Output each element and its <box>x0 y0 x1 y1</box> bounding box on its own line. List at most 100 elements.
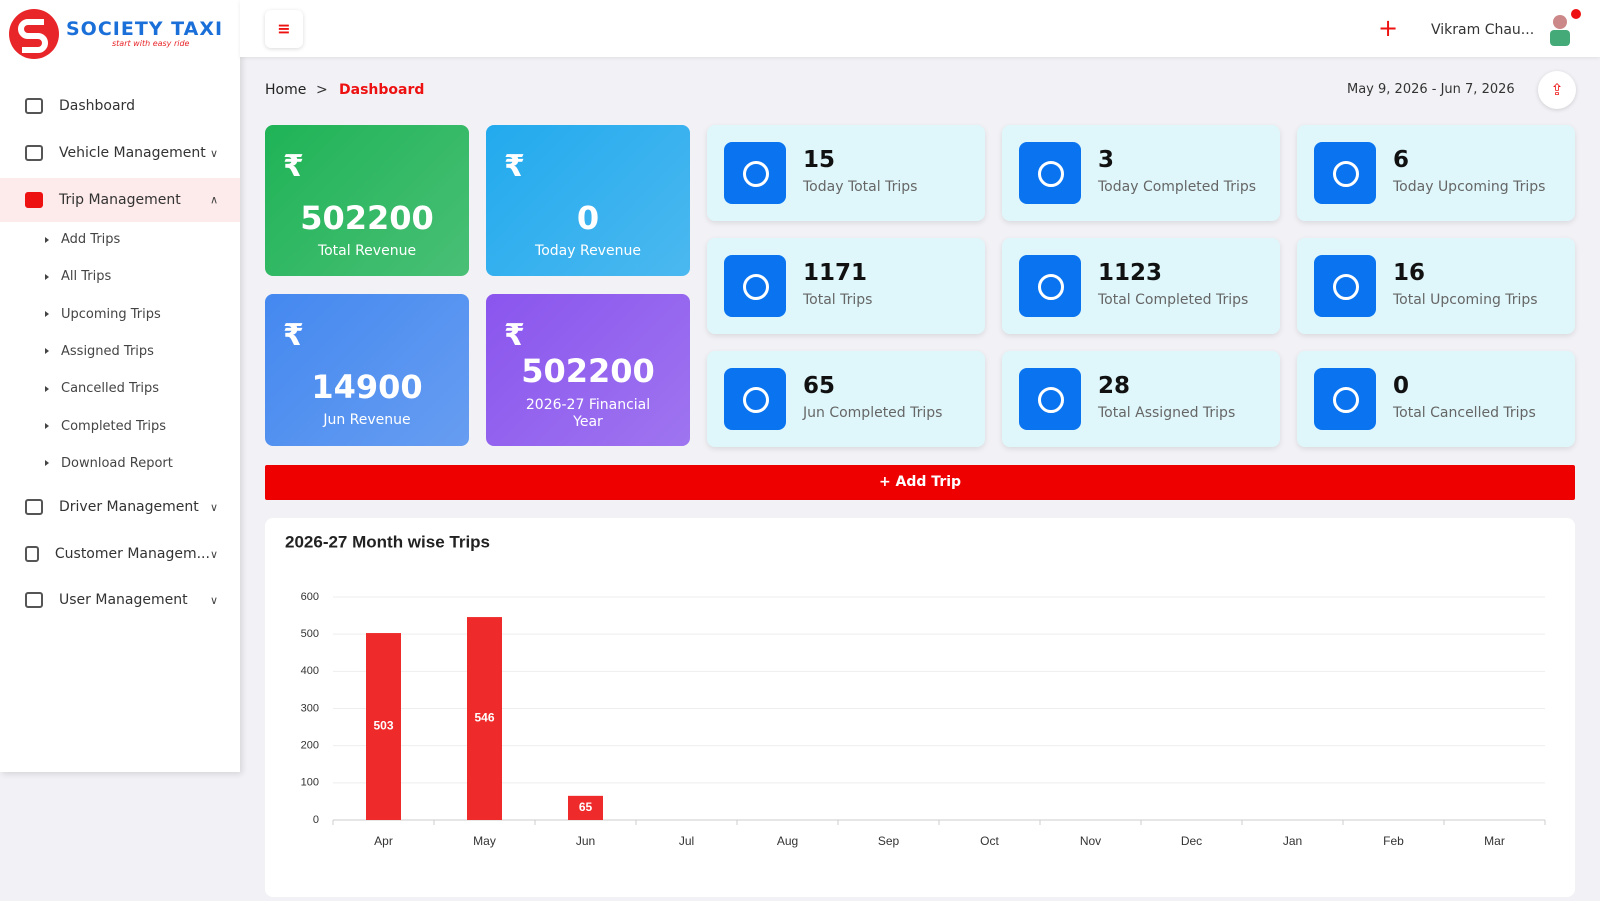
data-label: 65 <box>579 800 593 814</box>
currency-symbol: ₹ <box>504 149 525 184</box>
stat-card: 3 Today Completed Trips <box>1002 125 1280 221</box>
stat-label: Total Completed Trips <box>1098 292 1249 308</box>
stat-icon <box>724 368 786 430</box>
chart: 2026-27 Month wise Trips 0 100 200 300 400 50… <box>285 532 1546 848</box>
user-name[interactable]: Vikram Chau... <box>1431 22 1535 38</box>
stat-value: 6 <box>1393 147 1410 173</box>
subnav-item[interactable]: Download Report <box>45 456 173 471</box>
stat-label: Total Assigned Trips <box>1098 405 1236 421</box>
chart-panel: 2026-27 Month wise Trips 0 100 200 300 400 50… <box>265 518 1575 897</box>
stat-value: 16 <box>1393 260 1426 286</box>
data-label: 503 <box>373 719 393 733</box>
stat-value: 28 <box>1098 373 1131 399</box>
stat-card: 0 Total Cancelled Trips <box>1297 351 1575 447</box>
avatar[interactable] <box>1540 8 1582 50</box>
stat-label: Total Upcoming Trips <box>1393 292 1538 308</box>
currency-symbol: ₹ <box>283 149 304 184</box>
nav-icon <box>25 592 43 608</box>
stat-icon <box>1314 368 1376 430</box>
y-tick-label: 100 <box>301 777 319 789</box>
y-tick-label: 500 <box>301 628 319 640</box>
stat-card: 65 Jun Completed Trips <box>707 351 985 447</box>
x-tick-label: Sep <box>878 834 900 848</box>
nav-label: Trip Management <box>59 192 181 208</box>
stat-icon <box>1314 142 1376 204</box>
subnav-item[interactable]: All Trips <box>45 269 111 284</box>
x-tick-label: Jun <box>576 834 595 848</box>
x-tick-label: Mar <box>1484 834 1505 848</box>
nav-icon <box>25 145 43 161</box>
brand-tagline: start with easy ride <box>112 39 190 48</box>
y-tick-label: 200 <box>301 740 319 752</box>
y-tick-label: 400 <box>301 665 319 677</box>
nav-label: Dashboard <box>59 98 135 114</box>
nav-chevron: ∨ <box>209 500 218 514</box>
x-tick-label: Feb <box>1383 834 1404 848</box>
stat-card: 1123 Total Completed Trips <box>1002 238 1280 334</box>
y-tick-label: 600 <box>301 591 319 603</box>
nav-item[interactable]: Driver Management ∨ <box>0 485 240 529</box>
stat-value: 15 <box>803 147 836 173</box>
nav-icon <box>25 499 43 515</box>
stat-label: Today Completed Trips <box>1098 179 1257 195</box>
add-trip-button[interactable]: + Add Trip <box>265 465 1575 500</box>
x-tick-label: Oct <box>980 834 999 848</box>
stat-icon <box>1019 368 1081 430</box>
nav-item[interactable]: Vehicle Management ∨ <box>0 131 240 175</box>
nav-icon <box>25 192 43 208</box>
currency-symbol: ₹ <box>504 318 525 353</box>
stat-icon <box>724 142 786 204</box>
breadcrumb-home[interactable]: Home <box>265 82 307 98</box>
revenue-card: ₹14900 Jun Revenue <box>265 294 469 446</box>
x-tick-label: Nov <box>1080 834 1101 848</box>
nav-item[interactable]: Customer Managem... ∨ <box>0 532 240 576</box>
nav-item[interactable]: User Management ∨ <box>0 578 240 622</box>
bar <box>467 617 502 820</box>
date-range[interactable]: May 9, 2026 - Jun 7, 2026 <box>1347 82 1515 97</box>
subnav-item[interactable]: Upcoming Trips <box>45 307 161 322</box>
nav-label: Vehicle Management <box>59 145 206 161</box>
x-tick-label: Apr <box>374 834 393 848</box>
revenue-label: Total Revenue <box>317 243 417 259</box>
nav-chevron: ∨ <box>209 547 218 561</box>
subnav-item[interactable]: Assigned Trips <box>45 344 154 359</box>
stat-icon <box>1314 255 1376 317</box>
nav-item[interactable]: Dashboard <box>0 84 240 128</box>
stat-value: 1171 <box>803 260 868 286</box>
revenue-value: 502200 <box>521 352 655 390</box>
breadcrumb-separator: > <box>316 82 328 98</box>
nav-item[interactable]: Trip Management ∨ <box>0 178 240 222</box>
revenue-value: 502200 <box>300 199 434 237</box>
stat-icon <box>724 255 786 317</box>
x-tick-label: Aug <box>777 834 798 848</box>
currency-symbol: ₹ <box>283 318 304 353</box>
stat-label: Total Trips <box>803 292 873 308</box>
revenue-label: Jun Revenue <box>323 412 411 428</box>
bar <box>366 633 401 820</box>
subnav-item[interactable]: Completed Trips <box>45 419 166 434</box>
nav-label: User Management <box>59 592 188 608</box>
x-tick-label: Jul <box>679 834 694 848</box>
nav-label: Driver Management <box>59 499 199 515</box>
topbar: ≡ + Vikram Chau... <box>240 0 1600 57</box>
export-button[interactable]: ⇪ <box>1538 71 1576 109</box>
bar <box>568 795 603 820</box>
menu-toggle[interactable]: ≡ <box>265 10 303 48</box>
nav-icon <box>25 98 43 114</box>
revenue-value: 14900 <box>311 368 423 406</box>
breadcrumb-current: Dashboard <box>339 82 425 98</box>
nav-label: Customer Managem... <box>54 546 210 562</box>
subnav-item[interactable]: Cancelled Trips <box>45 381 159 396</box>
x-tick-label: May <box>473 834 496 848</box>
revenue-card: ₹502200 Total Revenue <box>265 125 469 276</box>
revenue-card: ₹502200 2026-27 Financial Year <box>486 294 690 446</box>
stat-card: 6 Today Upcoming Trips <box>1297 125 1575 221</box>
add-button[interactable]: + <box>1378 14 1399 42</box>
brand-name: SOCIETY TAXI <box>66 18 224 40</box>
data-label: 546 <box>474 711 494 725</box>
chart-title: 2026-27 Month wise Trips <box>285 532 490 551</box>
stat-label: Today Total Trips <box>803 179 918 195</box>
subnav-item[interactable]: Add Trips <box>45 232 120 247</box>
revenue-label: Today Revenue <box>535 243 641 259</box>
